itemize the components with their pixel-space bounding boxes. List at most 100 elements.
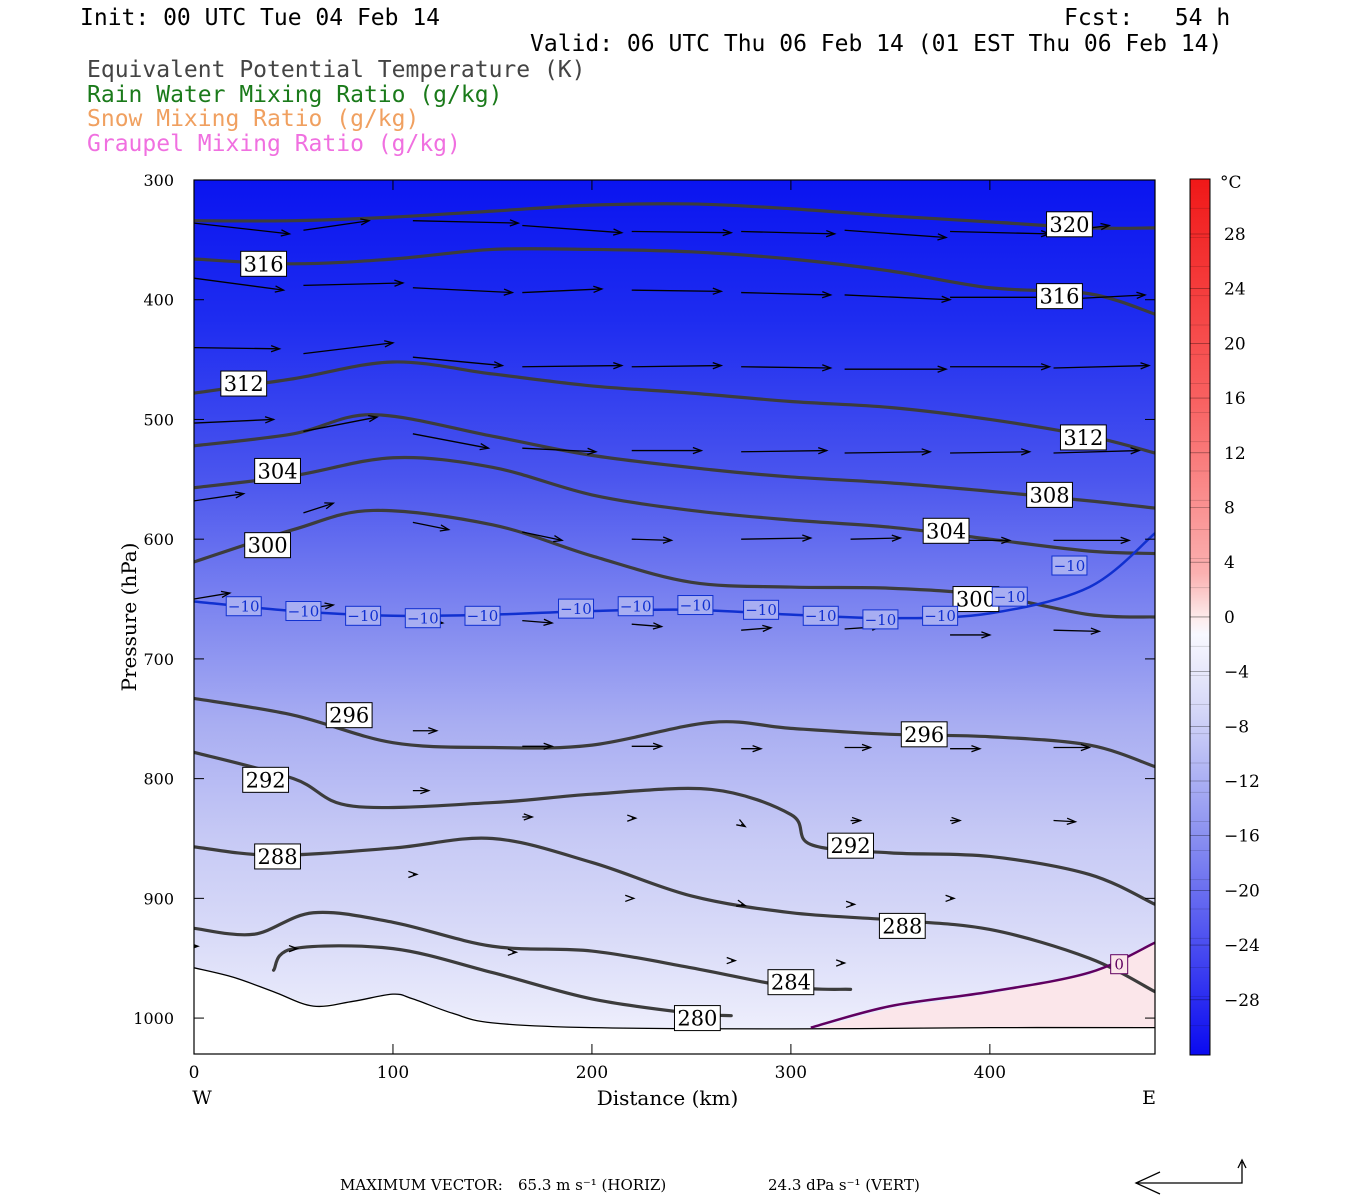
colorbar-label: −12 bbox=[1224, 772, 1260, 792]
theta-e-label-box bbox=[240, 250, 288, 277]
wind-vector-head bbox=[835, 959, 847, 967]
wind-vector-head bbox=[368, 415, 379, 423]
wind-vector bbox=[522, 288, 602, 294]
wind-vector-head bbox=[712, 287, 724, 295]
temperature-label-box bbox=[991, 586, 1028, 607]
theta-e-label-box bbox=[900, 721, 948, 748]
theta-e-label-box bbox=[922, 517, 970, 544]
x-tick-label: 400 bbox=[974, 1063, 1006, 1083]
colorbar-label: 16 bbox=[1224, 389, 1246, 409]
theta-e-label-box bbox=[827, 832, 874, 859]
wind-vector bbox=[844, 451, 931, 454]
wind-vector-head bbox=[493, 361, 505, 369]
wind-vector bbox=[522, 447, 596, 453]
wind-vector-head bbox=[981, 631, 992, 639]
x-tick-label: 300 bbox=[775, 1063, 807, 1083]
wind-vector-head bbox=[951, 816, 962, 825]
colorbar-label: 12 bbox=[1224, 444, 1246, 464]
temperature-label-box bbox=[404, 608, 441, 629]
colorbar-label: −20 bbox=[1224, 881, 1260, 901]
wind-vector bbox=[1053, 629, 1100, 633]
wind-vector-head bbox=[408, 870, 419, 879]
theta-e-contour-292 bbox=[194, 750, 1155, 906]
west-label: W bbox=[192, 1087, 212, 1109]
wind-vector bbox=[741, 230, 835, 235]
y-tick-label: 800 bbox=[143, 770, 174, 789]
wind-vector-head bbox=[692, 446, 704, 455]
theta-e-label-box bbox=[325, 702, 373, 729]
wind-vector bbox=[850, 537, 901, 540]
temperature-label-box bbox=[225, 596, 262, 617]
theta-e-label-box bbox=[242, 766, 290, 793]
theta-e-contour-288 bbox=[194, 836, 1155, 994]
wind-vector-head bbox=[220, 590, 232, 599]
reference-vector-head bbox=[1237, 1158, 1247, 1169]
temperature-label: −10 bbox=[620, 598, 652, 616]
theta-e-label: 320 bbox=[1049, 213, 1089, 237]
wind-vector-head bbox=[1100, 222, 1112, 231]
wind-vector bbox=[741, 627, 772, 631]
plot-frame bbox=[193, 179, 1156, 1055]
wind-vector-head bbox=[662, 536, 674, 544]
wind-vector-head bbox=[509, 219, 521, 227]
wind-vector bbox=[303, 502, 334, 514]
theta-e-contour-316 bbox=[194, 247, 1155, 316]
wind-vector-head bbox=[507, 948, 519, 956]
wind-vector bbox=[741, 291, 831, 296]
temperature-label-box bbox=[285, 601, 322, 622]
wind-vector-head bbox=[971, 745, 982, 753]
theta-e-label: 284 bbox=[771, 971, 811, 995]
temperature-label: −10 bbox=[680, 596, 712, 614]
wind-vector-head bbox=[625, 894, 636, 903]
theta-e-label: 312 bbox=[1063, 426, 1103, 450]
wind-vector bbox=[194, 277, 284, 291]
y-tick-label: 700 bbox=[143, 650, 174, 669]
temperature-label: −10 bbox=[228, 598, 260, 616]
max-vector-vert: 24.3 dPa s⁻¹ (VERT) bbox=[768, 1176, 920, 1194]
theta-e-label: 296 bbox=[904, 723, 944, 747]
wind-vector bbox=[522, 531, 563, 542]
wind-vector bbox=[194, 493, 244, 502]
colorbar-label: −8 bbox=[1224, 717, 1249, 737]
wind-vector-head bbox=[439, 524, 451, 532]
wind-vector-head bbox=[1066, 817, 1078, 825]
wind-vector-head bbox=[1020, 448, 1032, 456]
wind-vector bbox=[631, 230, 732, 234]
max-vector-horiz: 65.3 m s⁻¹ (HORIZ) bbox=[518, 1176, 667, 1194]
theta-e-label-box bbox=[673, 1005, 721, 1032]
wind-vector-head bbox=[861, 743, 873, 752]
wind-vector-head bbox=[270, 345, 282, 353]
wind-vector bbox=[741, 449, 827, 453]
wind-vector-head bbox=[736, 819, 747, 828]
wind-vector-head bbox=[1080, 743, 1092, 752]
theta-e-label: 288 bbox=[258, 845, 298, 869]
wind-vector bbox=[412, 356, 503, 367]
terrain-line bbox=[194, 967, 1155, 1030]
temperature-contour bbox=[810, 941, 1155, 1029]
wind-vector bbox=[950, 451, 1030, 454]
wind-vector-head bbox=[845, 900, 857, 909]
wind-vector-head bbox=[234, 491, 246, 499]
wind-vector bbox=[631, 364, 722, 368]
temperature-label-box bbox=[1051, 555, 1088, 576]
wind-vector-head bbox=[264, 416, 276, 424]
temperature-label-box bbox=[922, 605, 959, 626]
wind-vector bbox=[303, 220, 370, 231]
wind-vector-head bbox=[593, 285, 604, 294]
wind-vector-head bbox=[1136, 291, 1147, 300]
colorbar-unit: °C bbox=[1220, 173, 1242, 193]
wind-vector bbox=[522, 364, 622, 368]
wind-vector bbox=[303, 416, 378, 433]
valid-time-label: Valid: 06 UTC Thu 06 Feb 14 (01 EST Thu … bbox=[530, 31, 1223, 57]
theta-e-label-box bbox=[254, 457, 301, 484]
wind-vector bbox=[194, 222, 290, 235]
theta-e-contour-296 bbox=[194, 696, 1155, 769]
wind-vector bbox=[631, 538, 672, 542]
wind-vector-head bbox=[821, 364, 833, 372]
theta-e-label-box bbox=[767, 969, 815, 996]
wind-vector-head bbox=[612, 228, 624, 236]
temperature-label: −10 bbox=[407, 610, 439, 628]
wind-vector-head bbox=[394, 279, 405, 287]
wind-vector-head bbox=[503, 288, 515, 296]
wind-vector-head bbox=[274, 285, 286, 293]
